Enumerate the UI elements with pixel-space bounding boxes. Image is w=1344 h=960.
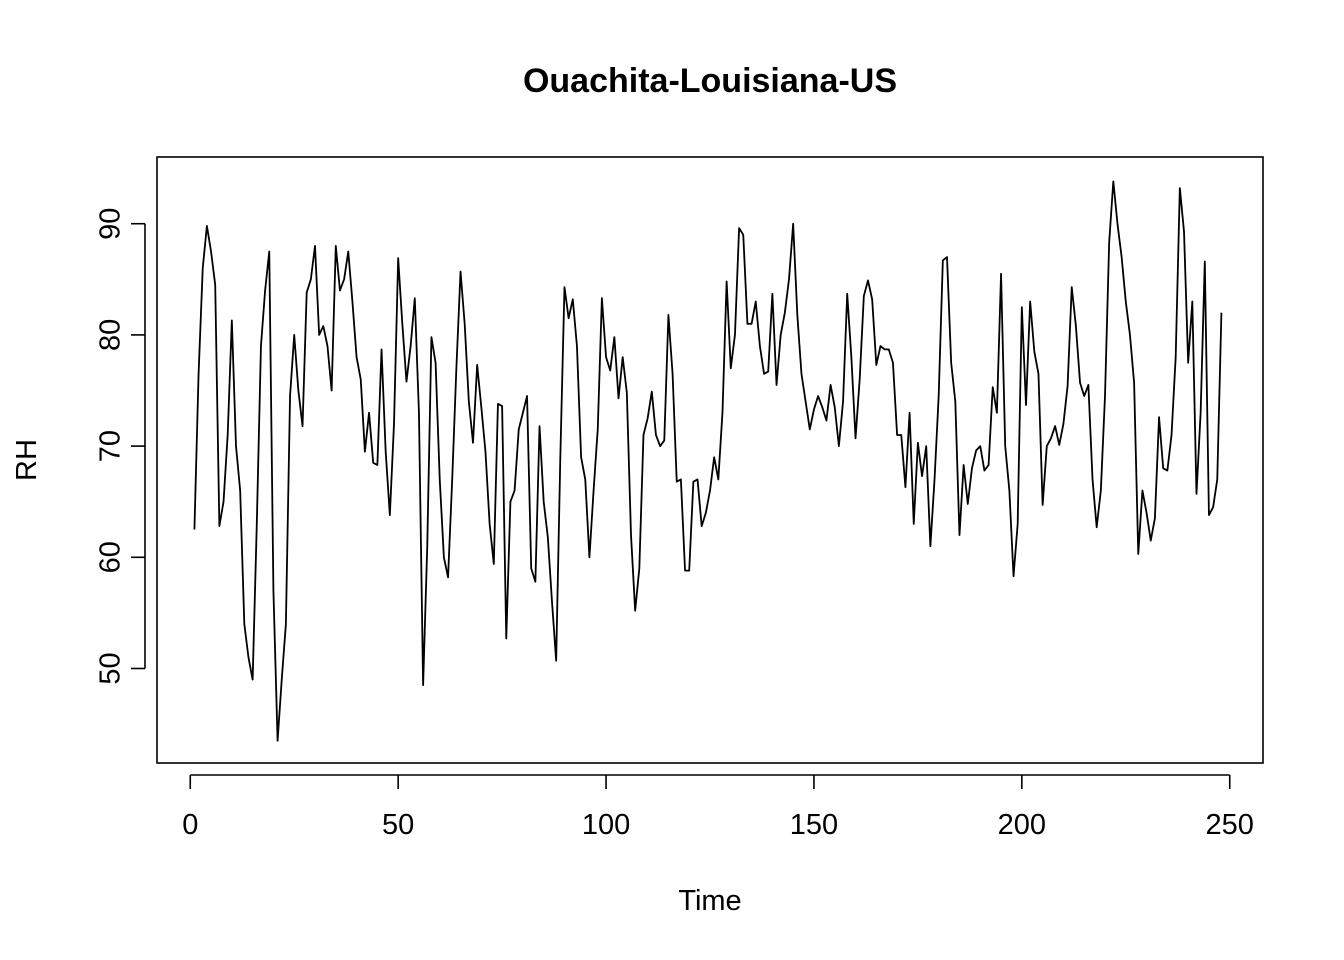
y-tick-label: 80 [95,319,127,351]
x-tick-label: 150 [790,809,838,841]
rh-series-line [193,180,1223,742]
x-tick-label: 200 [998,809,1046,841]
x-tick-label: 50 [382,809,414,841]
chart-title: Ouachita-Louisiana-US [523,62,897,100]
y-tick-label: 90 [95,208,127,240]
x-tick-label: 100 [582,809,630,841]
y-tick-label: 70 [95,430,127,462]
x-tick-label: 0 [182,809,198,841]
y-axis: 50 60 70 80 90 [95,208,146,685]
x-axis-label: Time [678,885,741,917]
y-tick-label: 50 [95,652,127,684]
x-axis: 0 50 100 150 200 250 [182,774,1254,841]
y-tick-label: 60 [95,541,127,573]
plot-frame [156,156,1264,764]
y-axis-label: RH [11,439,43,481]
x-tick-label: 250 [1206,809,1254,841]
